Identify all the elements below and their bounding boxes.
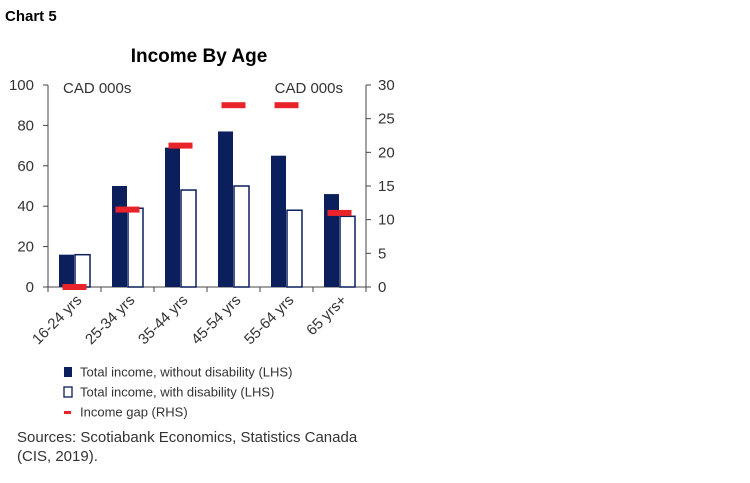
- right-tick-label: 20: [378, 144, 395, 161]
- income-gap-marker: [115, 206, 140, 213]
- legend: Total income, without disability (LHS) To…: [63, 365, 292, 420]
- gap-markers-group: [62, 102, 352, 290]
- left-tick-label: 80: [17, 117, 34, 134]
- right-tick-label: 5: [378, 245, 386, 262]
- bar-without-disability: [324, 194, 339, 287]
- legend-swatch-with-disability: [63, 386, 73, 398]
- bar-without-disability: [112, 186, 127, 287]
- left-axis-unit: CAD 000s: [63, 80, 131, 97]
- legend-entry: Total income, with disability (LHS): [80, 385, 274, 400]
- income-gap-marker: [168, 142, 193, 149]
- x-tick-label: 16-24 yrs: [29, 292, 85, 348]
- bar-without-disability: [59, 254, 74, 287]
- income-gap-marker: [327, 209, 352, 216]
- chart-label: Chart 5: [5, 8, 57, 25]
- bar-with-disability: [74, 253, 91, 288]
- right-y-axis: 0 5 10 15 20 25 30: [365, 77, 395, 296]
- x-tick-label: 35-44 yrs: [135, 292, 191, 348]
- right-tick-label: 25: [378, 111, 395, 128]
- x-tick-label: 25-34 yrs: [82, 292, 138, 348]
- bar-with-disability: [233, 185, 250, 288]
- bar-without-disability: [218, 131, 233, 287]
- bar-without-disability: [271, 155, 286, 287]
- left-tick-label: 0: [26, 279, 34, 296]
- right-tick-label: 10: [378, 212, 395, 229]
- legend-swatch-gap: [64, 411, 71, 414]
- bar-without-disability: [165, 147, 180, 287]
- bar-with-disability: [286, 209, 303, 288]
- left-tick-label: 20: [17, 239, 34, 256]
- right-tick-label: 15: [378, 178, 395, 195]
- legend-swatch-without-disability: [64, 367, 72, 377]
- source-note-line2: (CIS, 2019).: [17, 448, 98, 465]
- income-gap-marker: [274, 102, 299, 109]
- x-tick-label: 45-54 yrs: [188, 292, 244, 348]
- bar-with-disability: [339, 215, 356, 288]
- bar-with-disability: [180, 189, 197, 288]
- right-tick-label: 30: [378, 77, 395, 94]
- right-tick-label: 0: [378, 279, 386, 296]
- source-note-line1: Sources: Scotiabank Economics, Statistic…: [17, 429, 358, 446]
- left-y-axis: 0 20 40 60 80 100: [9, 77, 49, 296]
- left-tick-label: 60: [17, 158, 34, 175]
- bar-with-disability: [127, 207, 144, 288]
- income-gap-marker: [221, 102, 246, 109]
- legend-entry: Income gap (RHS): [80, 405, 188, 420]
- bars-group: [59, 131, 356, 288]
- legend-entry: Total income, without disability (LHS): [80, 365, 292, 380]
- left-tick-label: 40: [17, 198, 34, 215]
- x-tick-label: 55-64 yrs: [241, 292, 297, 348]
- chart-title: Income By Age: [131, 46, 268, 67]
- right-axis-unit: CAD 000s: [275, 80, 343, 97]
- income-gap-marker: [62, 284, 87, 290]
- x-tick-label: 65 yrs+: [303, 292, 350, 339]
- left-tick-label: 100: [9, 77, 34, 94]
